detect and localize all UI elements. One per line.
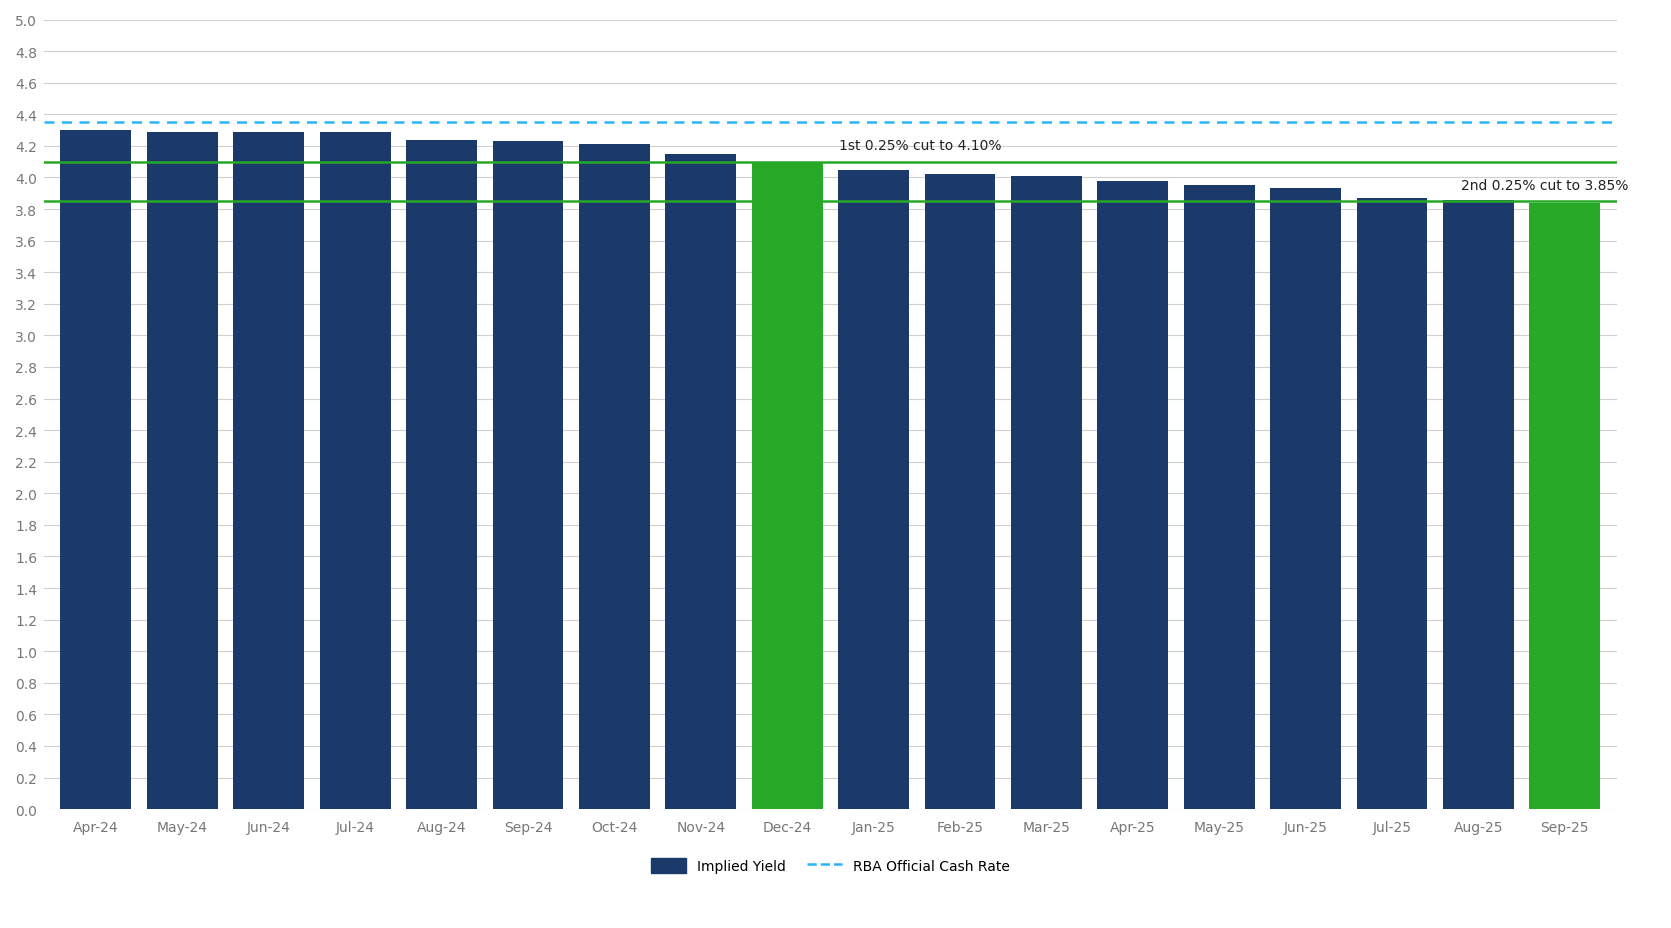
- Bar: [1011, 176, 1081, 809]
- Bar: [406, 140, 476, 809]
- Bar: [493, 142, 563, 809]
- Bar: [319, 133, 391, 809]
- Bar: [1529, 203, 1601, 809]
- Bar: [60, 131, 132, 809]
- Bar: [1183, 187, 1255, 809]
- Bar: [1098, 181, 1168, 809]
- Legend: Implied Yield, RBA Official Cash Rate: Implied Yield, RBA Official Cash Rate: [652, 858, 1009, 873]
- Bar: [839, 171, 909, 809]
- Bar: [665, 155, 737, 809]
- Bar: [1357, 199, 1427, 809]
- Bar: [1270, 189, 1342, 809]
- Bar: [924, 175, 996, 809]
- Text: 1st 0.25% cut to 4.10%: 1st 0.25% cut to 4.10%: [839, 139, 1001, 153]
- Bar: [147, 133, 217, 809]
- Text: 2nd 0.25% cut to 3.85%: 2nd 0.25% cut to 3.85%: [1460, 178, 1629, 192]
- Bar: [578, 145, 650, 809]
- Bar: [1444, 201, 1514, 809]
- Bar: [234, 133, 304, 809]
- Bar: [752, 162, 822, 809]
